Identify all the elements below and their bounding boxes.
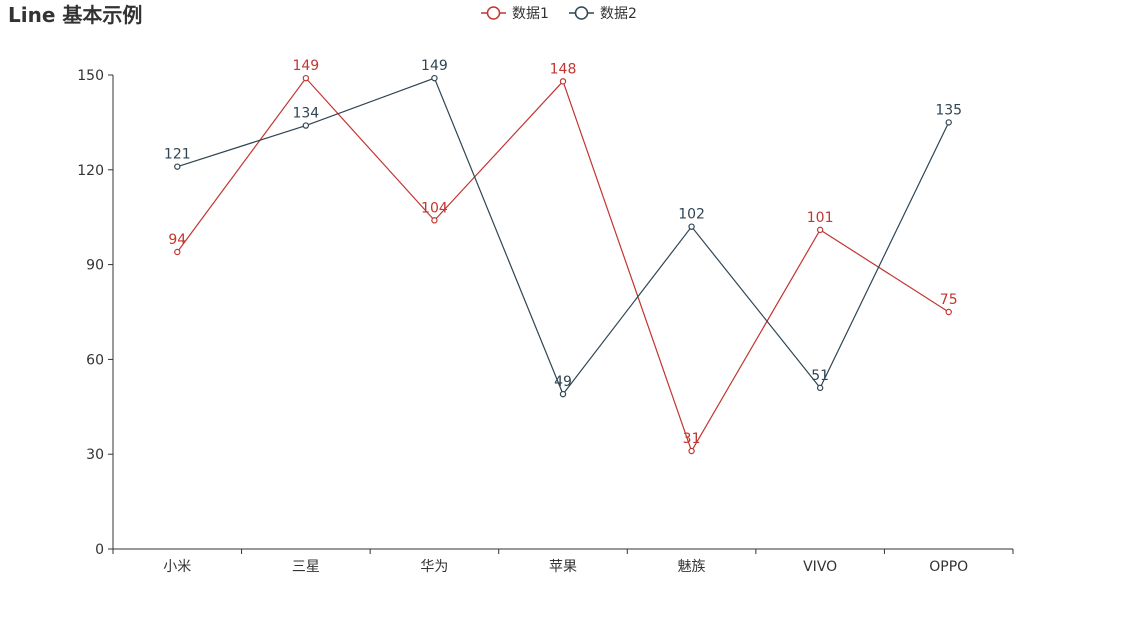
data-label: 104	[421, 200, 448, 216]
x-tick-label: 华为	[420, 559, 448, 575]
legend-label: 数据2	[600, 6, 637, 22]
y-tick-label: 120	[77, 163, 104, 179]
y-tick-label: 90	[86, 258, 104, 274]
x-tick-label: OPPO	[929, 559, 968, 575]
data-point[interactable]	[816, 384, 824, 392]
x-tick-label: 小米	[163, 559, 191, 575]
data-label: 51	[811, 368, 829, 384]
data-label: 121	[164, 147, 191, 163]
y-tick-label: 60	[86, 352, 104, 368]
x-tick-label: 三星	[292, 559, 320, 575]
data-labels: 94 149 104 148 31 101 75 121 134 149 49 102 51 135	[164, 58, 962, 447]
data-label: 102	[678, 207, 705, 223]
data-label: 101	[807, 210, 834, 226]
data-label: 134	[292, 106, 319, 122]
x-tick-label: VIVO	[803, 559, 837, 575]
data-point[interactable]	[431, 217, 438, 224]
data-point[interactable]	[816, 226, 824, 234]
data-label: 149	[292, 58, 319, 74]
data-label: 148	[550, 61, 577, 77]
legend[interactable]: 数据1 数据2	[481, 6, 637, 22]
axes: 0 30 60 90 120 150 小米 三星 华为 苹果 魅族 VIVO OPPO	[77, 68, 1014, 575]
data-label: 149	[421, 58, 448, 74]
y-tick-label: 30	[86, 447, 104, 463]
data-label: 135	[935, 102, 962, 118]
data-label: 75	[940, 292, 958, 308]
chart-title: Line 基本示例	[8, 3, 143, 27]
data-point[interactable]	[302, 122, 310, 129]
legend-item-1[interactable]: 数据1	[481, 6, 549, 22]
legend-marker	[486, 6, 501, 20]
data-point[interactable]	[174, 163, 181, 170]
series-layer	[174, 74, 952, 455]
legend-marker	[574, 6, 589, 20]
data-point[interactable]	[559, 390, 567, 398]
data-point[interactable]	[431, 74, 438, 82]
data-point[interactable]	[945, 308, 952, 316]
x-tick-label: 魅族	[678, 559, 706, 575]
x-tick-label: 苹果	[549, 559, 577, 575]
legend-item-2[interactable]: 数据2	[569, 6, 637, 22]
y-tick-label: 0	[95, 542, 104, 558]
legend-label: 数据1	[512, 6, 549, 22]
series-line-2	[177, 77, 950, 396]
data-point[interactable]	[559, 78, 567, 85]
data-label: 31	[683, 431, 701, 447]
data-point[interactable]	[174, 248, 181, 256]
data-point[interactable]	[688, 447, 695, 455]
data-point[interactable]	[688, 223, 695, 230]
y-tick-label: 150	[77, 68, 104, 84]
data-point[interactable]	[945, 119, 952, 126]
data-label: 49	[554, 374, 572, 390]
data-label: 94	[168, 232, 186, 248]
data-point[interactable]	[302, 74, 310, 82]
